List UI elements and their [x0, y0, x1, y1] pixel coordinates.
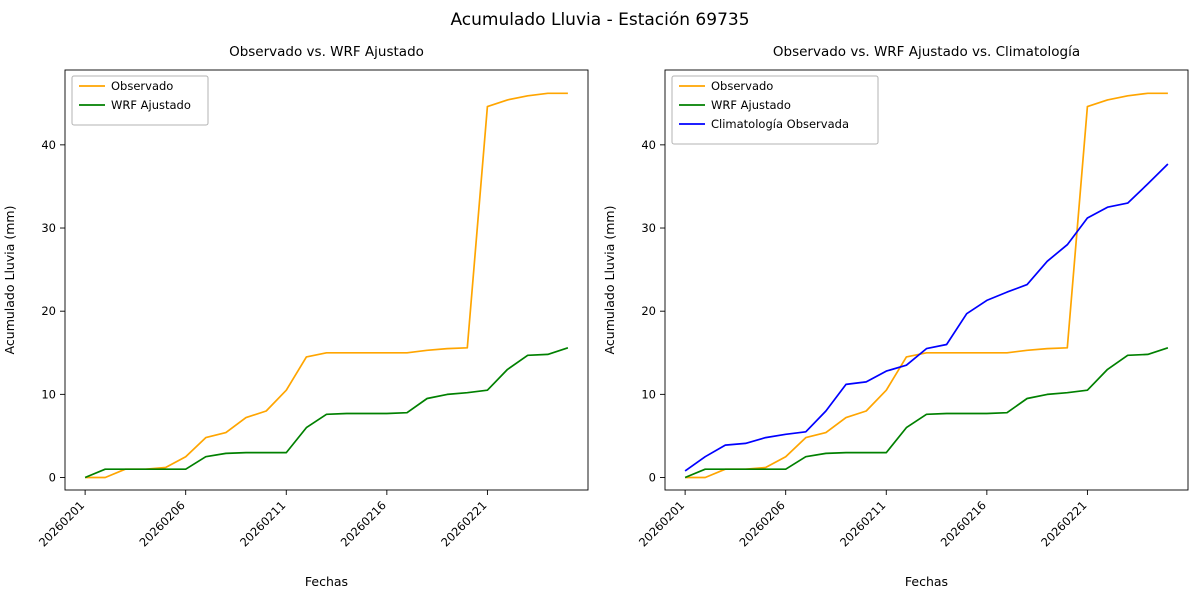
- legend-label: WRF Ajustado: [711, 98, 791, 112]
- x-tick-label: 20260201: [636, 498, 687, 549]
- x-tick-label: 20260201: [36, 498, 87, 549]
- legend-box: [671, 75, 879, 145]
- y-tick-label: 10: [41, 387, 56, 401]
- chart-left: Observado vs. WRF Ajustado 0 10 20 30 40 20260…: [2, 44, 589, 589]
- series-line-climatología-observada: [684, 163, 1169, 472]
- y-axis-label: Acumulado Lluvia (mm): [602, 206, 617, 355]
- x-tick-label: 20260216: [338, 498, 389, 549]
- y-tick-label: 0: [49, 471, 56, 485]
- y-tick-label: 20: [641, 304, 656, 318]
- series-line-observado: [685, 92, 1168, 479]
- y-tick-label: 40: [41, 138, 56, 152]
- subplot-title: Observado vs. WRF Ajustado: [229, 44, 424, 60]
- legend-label: Observado: [711, 79, 773, 93]
- series-line-wrf-ajustado: [684, 346, 1169, 479]
- y-tick-label: 20: [41, 304, 56, 318]
- legend-label: Observado: [111, 79, 173, 93]
- legend-label: Climatología Observada: [711, 117, 849, 131]
- x-tick-label: 20260206: [737, 498, 788, 549]
- y-tick-label: 0: [649, 471, 656, 485]
- figure-title: Acumulado Lluvia - Estación 69735: [450, 10, 750, 30]
- legend-label: WRF Ajustado: [111, 98, 191, 112]
- subplot-title: Observado vs. WRF Ajustado vs. Climatolo…: [773, 44, 1080, 60]
- y-tick-label: 30: [641, 221, 656, 235]
- x-tick-label: 20260221: [438, 498, 489, 549]
- plot-border: [664, 69, 1189, 491]
- x-tick-label: 20260211: [837, 498, 888, 549]
- x-tick-label: 20260221: [1038, 498, 1089, 549]
- x-tick-label: 20260216: [938, 498, 989, 549]
- x-axis-label: Fechas: [305, 574, 348, 589]
- y-tick-label: 30: [41, 221, 56, 235]
- x-tick-label: 20260211: [237, 498, 288, 549]
- y-tick-label: 10: [641, 387, 656, 401]
- series-line-wrf-ajustado: [84, 346, 569, 479]
- y-tick-label: 40: [641, 138, 656, 152]
- chart-right: Observado vs. WRF Ajustado vs. Climatolo…: [602, 44, 1189, 589]
- x-axis-label: Fechas: [905, 574, 948, 589]
- plot-border: [64, 69, 589, 491]
- x-tick-label: 20260206: [137, 498, 188, 549]
- y-axis-label: Acumulado Lluvia (mm): [2, 206, 17, 355]
- series-line-observado: [85, 92, 568, 479]
- legend-box: [71, 75, 209, 126]
